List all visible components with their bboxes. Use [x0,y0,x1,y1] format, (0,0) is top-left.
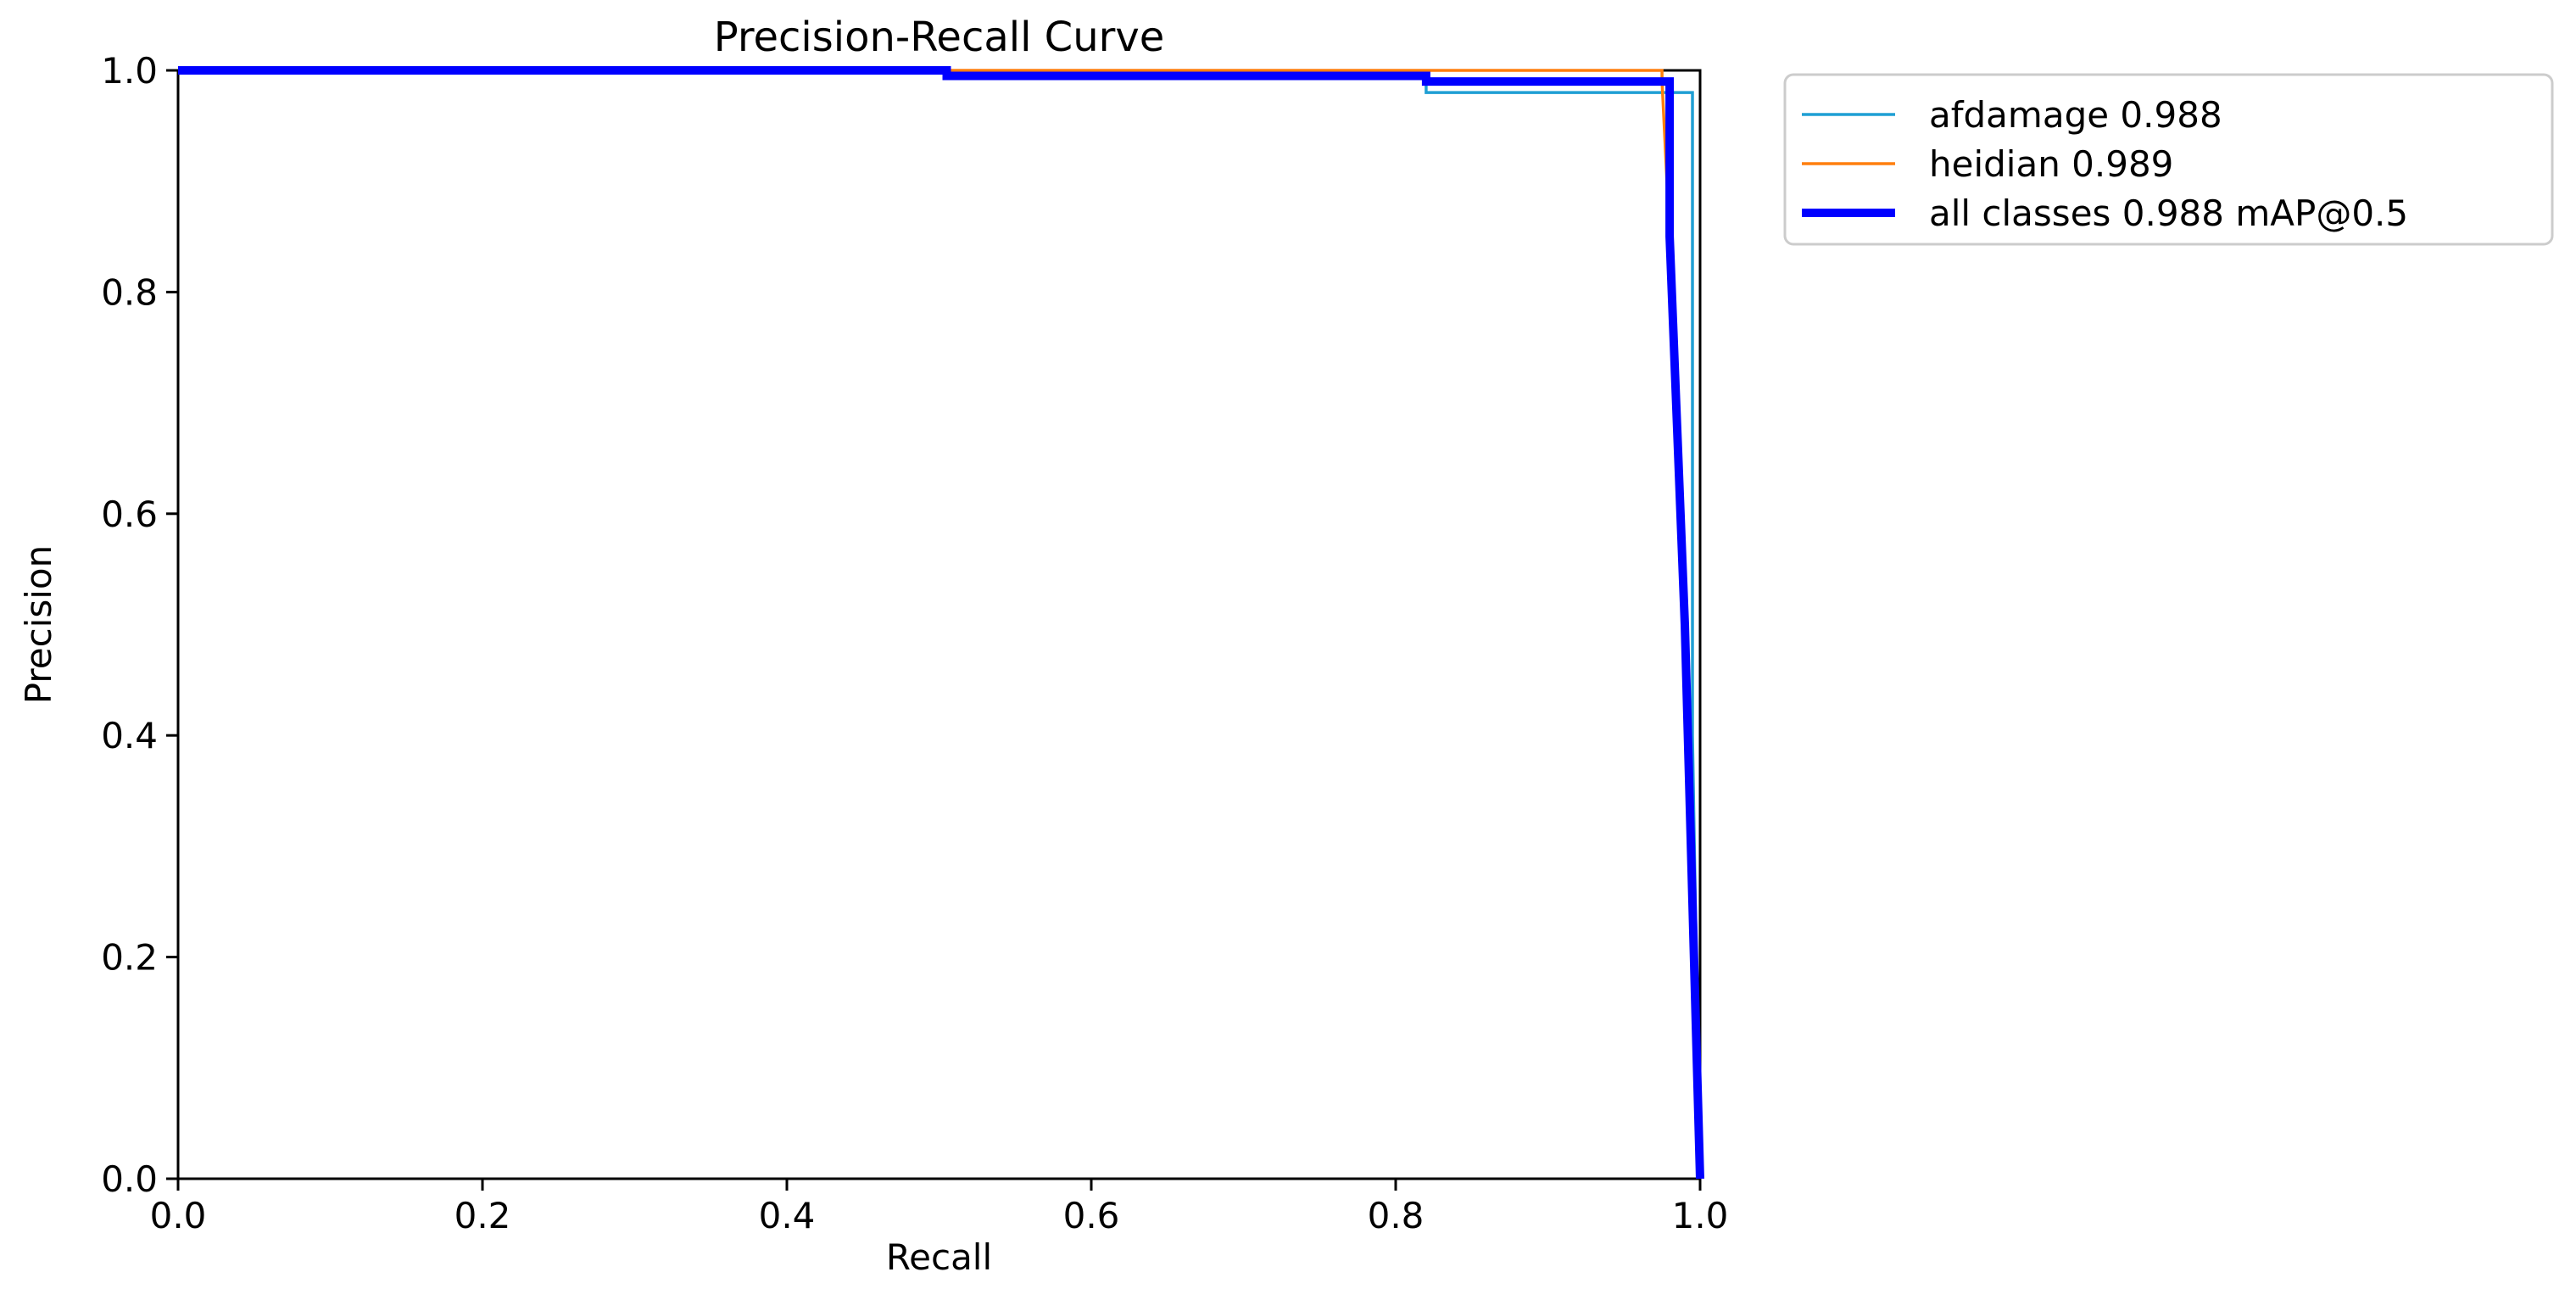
series-layer [178,66,1704,1180]
legend-label-2: heidian 0.989 [1929,143,2173,185]
x-axis-label: Recall [886,1236,992,1278]
x-tick-label: 0.0 [150,1195,207,1236]
y-axis-ticks: 0.0 0.2 0.4 0.6 0.8 1.0 [101,50,178,1200]
x-tick-label: 0.8 [1368,1195,1425,1236]
chart-title: Precision-Recall Curve [714,14,1165,61]
x-tick-label: 0.2 [454,1195,511,1236]
y-axis-label: Precision [18,545,59,704]
y-tick-label: 0.6 [101,494,158,535]
legend-box [1783,73,2554,246]
y-tick-label: 0.0 [101,1158,158,1200]
x-tick-label: 0.6 [1063,1195,1120,1236]
y-tick-label: 0.8 [101,271,158,313]
y-tick-label: 0.2 [101,937,158,979]
y-tick-label: 0.4 [101,715,158,756]
legend-label-1: afdamage 0.988 [1929,94,2222,136]
plot-frame [176,69,1702,1180]
y-tick-label: 1.0 [101,50,158,92]
x-tick-label: 0.4 [759,1195,816,1236]
plot-area [176,69,1702,1180]
legend: afdamage 0.988 heidian 0.989 all classes 0… [1783,73,2554,246]
legend-label-3: all classes 0.988 mAP@0.5 [1929,192,2408,234]
x-tick-label: 1.0 [1672,1195,1729,1236]
x-axis-ticks: 0.0 0.2 0.4 0.6 0.8 1.0 [150,1179,1729,1236]
series-line-3 [178,66,1704,1180]
